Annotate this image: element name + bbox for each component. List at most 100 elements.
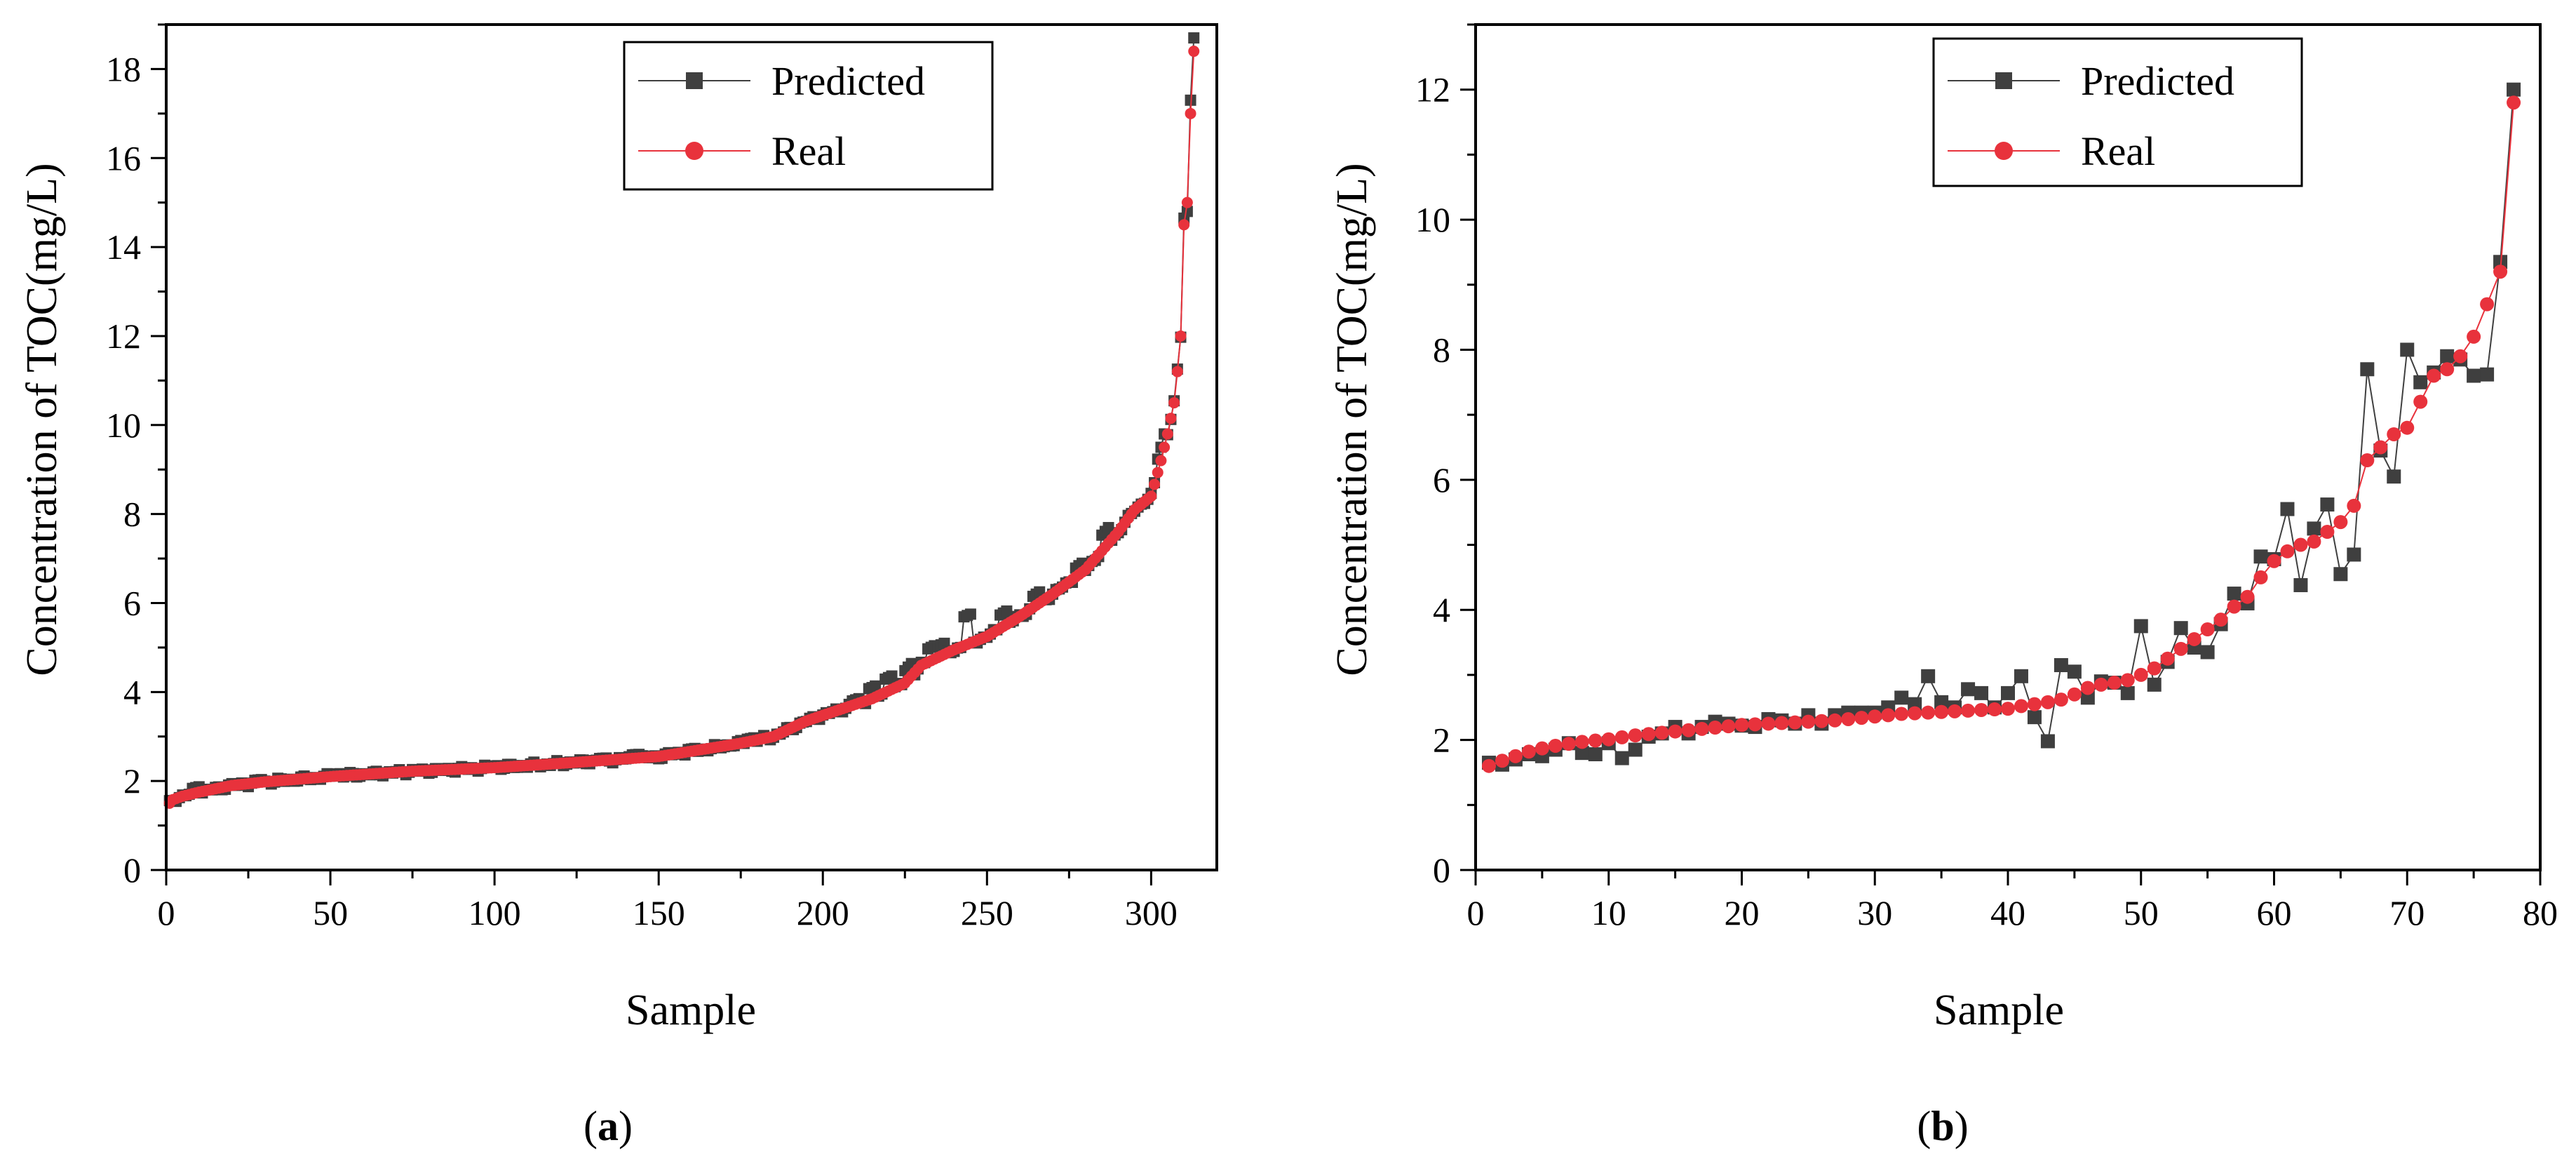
real-point: [1734, 718, 1749, 732]
real-point: [1168, 397, 1180, 409]
x-tick-label: 70: [2389, 893, 2425, 932]
real-point: [1761, 716, 1776, 731]
x-tick-label: 20: [1725, 893, 1760, 932]
real-point: [2280, 544, 2295, 558]
real-point: [2293, 537, 2308, 552]
chart-a-legend-real-label: Real: [771, 128, 846, 174]
predicted-point: [2133, 619, 2148, 634]
predicted-point: [2014, 669, 2028, 683]
real-point: [1828, 713, 1842, 728]
y-tick-label: 8: [1433, 330, 1450, 369]
real-point: [1961, 703, 1976, 718]
y-tick-label: 6: [1433, 460, 1450, 500]
real-point: [1934, 704, 1949, 719]
x-tick-label: 200: [797, 893, 849, 932]
chart-b-legend: Predicted Real: [1932, 37, 2303, 187]
chart-b: 0 10 20 30 40 50 60 70 80 0 2 4 6 8 10 12 Sample Concen…: [1328, 23, 2558, 1149]
predicted-point: [1614, 751, 1629, 765]
real-point: [1152, 467, 1164, 479]
predicted-point: [2507, 82, 2521, 97]
predicted-point: [2307, 521, 2321, 536]
real-point: [2493, 265, 2508, 279]
real-point: [1788, 715, 1802, 730]
real-point: [1721, 719, 1736, 734]
real-point: [1574, 735, 1589, 749]
real-point: [1974, 702, 1989, 717]
y-tick-label: 0: [1433, 850, 1450, 890]
real-point: [1708, 721, 1722, 735]
real-point: [1149, 479, 1161, 490]
real-point: [1614, 730, 1629, 744]
real-point: [1948, 704, 1962, 718]
real-point: [1681, 723, 1696, 737]
real-point: [1601, 732, 1616, 747]
real-point: [2333, 515, 2348, 530]
real-point: [1881, 708, 1896, 723]
real-point: [2147, 661, 2162, 676]
chart-b-caption: (b): [1917, 1103, 1968, 1149]
x-tick-label: 80: [2523, 893, 2558, 932]
real-point: [2227, 599, 2241, 614]
real-point: [2093, 677, 2108, 692]
y-tick-label: 12: [106, 316, 141, 356]
real-point: [1801, 714, 1816, 729]
real-point: [1165, 413, 1177, 424]
chart-b-legend-box: [1932, 37, 2303, 187]
y-tick-label: 12: [1415, 70, 1450, 109]
real-point: [1535, 741, 1549, 756]
predicted-point: [2080, 690, 2095, 705]
real-point: [1178, 219, 1190, 231]
real-point: [2040, 695, 2055, 709]
y-tick-label: 0: [123, 850, 141, 890]
real-point: [2054, 692, 2068, 707]
real-point: [2253, 570, 2268, 584]
real-point: [2027, 697, 2042, 711]
real-point: [1641, 727, 1656, 742]
predicted-point: [1894, 690, 1909, 705]
real-point: [1988, 702, 2002, 717]
real-point: [1521, 744, 1536, 759]
real-point: [1628, 728, 1643, 743]
real-point: [1155, 455, 1167, 467]
real-point: [1145, 490, 1157, 502]
real-point: [2413, 394, 2428, 409]
predicted-point: [1185, 94, 1196, 106]
predicted-point: [2253, 549, 2268, 564]
chart-b-legend-real-label: Real: [2081, 128, 2155, 174]
chart-a: 0 50 100 150 200 250 300 0 2 4 6 8 10 12 14 16 18 Sample…: [18, 23, 1218, 1149]
real-point: [1161, 428, 1173, 440]
chart-b-caption-letter: b: [1931, 1103, 1954, 1149]
predicted-point: [2467, 368, 2481, 383]
real-point: [1548, 738, 1563, 753]
x-tick-label: 0: [1467, 893, 1485, 932]
predicted-point: [1934, 695, 1949, 709]
real-point: [1175, 330, 1187, 342]
real-point: [2453, 349, 2468, 363]
predicted-point: [2493, 255, 2508, 269]
predicted-point: [2347, 547, 2361, 562]
real-point: [1159, 441, 1171, 453]
real-point: [2080, 681, 2095, 695]
real-point: [2187, 631, 2201, 646]
y-tick-label: 4: [1433, 590, 1450, 629]
real-point: [2307, 534, 2321, 549]
real-point: [2400, 420, 2415, 435]
real-point: [2173, 641, 2188, 656]
real-point: [2480, 297, 2495, 312]
predicted-point: [2067, 664, 2082, 679]
x-tick-label: 100: [468, 893, 521, 932]
chart-a-legend: Predicted Real: [623, 41, 994, 191]
real-point: [1508, 749, 1523, 763]
x-tick-label: 0: [158, 893, 175, 932]
real-point: [1868, 709, 1882, 724]
predicted-point: [2200, 645, 2215, 660]
x-tick-label: 50: [2124, 893, 2159, 932]
real-point: [2200, 622, 2215, 637]
x-tick-label: 250: [961, 893, 1013, 932]
real-point: [1561, 737, 1576, 751]
real-point: [2320, 525, 2335, 539]
chart-a-series: [163, 32, 1200, 809]
real-point: [1181, 196, 1193, 208]
real-point: [2213, 613, 2228, 627]
